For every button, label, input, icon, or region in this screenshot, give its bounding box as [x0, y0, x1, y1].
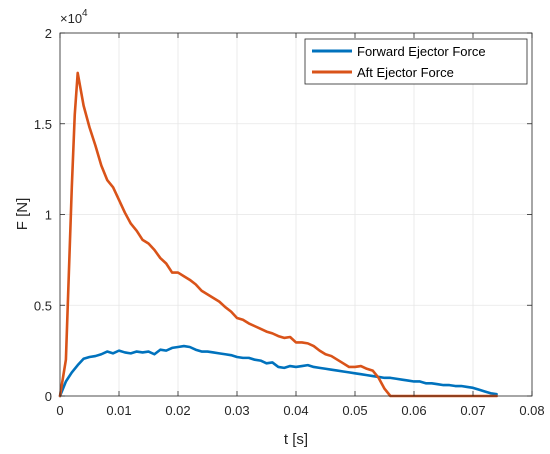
legend-label-forward: Forward Ejector Force [357, 44, 486, 59]
y-exponent-label: ×10 [60, 11, 82, 26]
x-tick-label: 0.03 [224, 403, 249, 418]
x-tick-label: 0 [56, 403, 63, 418]
x-axis-label: t [s] [284, 431, 308, 448]
y-tick-label: 1.5 [34, 117, 52, 132]
legend-box [304, 38, 528, 85]
legend-label-aft: Aft Ejector Force [357, 65, 454, 80]
x-tick-label: 0.04 [283, 403, 308, 418]
tick-marks [59, 32, 533, 397]
x-tick-label: 0.02 [165, 403, 190, 418]
x-tick-label: 0.05 [342, 403, 367, 418]
x-tick-label: 0.06 [401, 403, 426, 418]
y-axis-label: F [N] [14, 198, 31, 231]
legend: Forward Ejector Force Aft Ejector Force [304, 38, 528, 85]
y-tick-label: 1 [45, 208, 52, 223]
tick-labels: 0 0.01 0.02 0.03 0.04 0.05 0.06 0.07 0.08 0 0.5 1 1.… [34, 26, 545, 418]
y-exponent-power: 4 [82, 8, 88, 19]
series-line-forward-ejector-force [58, 344, 498, 398]
x-tick-label: 0.07 [460, 403, 485, 418]
grid-lines [59, 32, 533, 397]
series-line-aft-ejector-force [58, 71, 498, 398]
x-tick-label: 0.08 [519, 403, 544, 418]
y-tick-label: 0.5 [34, 298, 52, 313]
x-tick-label: 0.01 [106, 403, 131, 418]
y-tick-label: 2 [45, 26, 52, 41]
y-tick-label: 0 [45, 389, 52, 404]
series-layer [58, 71, 498, 398]
